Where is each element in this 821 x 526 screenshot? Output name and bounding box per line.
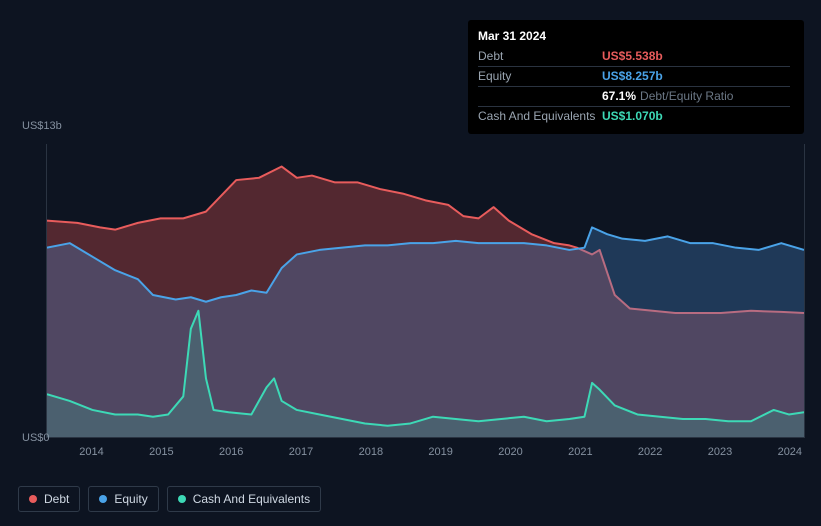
x-tick: 2018 <box>359 446 383 458</box>
y-tick-top: US$13b <box>22 120 62 132</box>
chart-plot[interactable] <box>46 144 805 438</box>
tooltip-row: DebtUS$5.538b <box>478 47 790 67</box>
legend-item[interactable]: Equity <box>88 486 158 512</box>
legend-dot-icon <box>29 495 37 503</box>
tooltip-row-label: Equity <box>478 68 602 85</box>
x-tick: 2016 <box>219 446 243 458</box>
tooltip-row-label <box>478 88 602 105</box>
x-tick: 2017 <box>289 446 313 458</box>
tooltip-date: Mar 31 2024 <box>478 28 790 45</box>
legend-label: Debt <box>44 492 69 506</box>
tooltip-row-value: US$8.257b <box>602 68 663 85</box>
x-tick: 2022 <box>638 446 662 458</box>
chart-tooltip: Mar 31 2024 DebtUS$5.538bEquityUS$8.257b… <box>468 20 804 134</box>
x-tick: 2024 <box>778 446 802 458</box>
x-tick: 2021 <box>568 446 592 458</box>
x-ticks: 2014 2015 2016 2017 2018 2019 2020 2021 2022 2023… <box>46 446 805 460</box>
x-tick: 2015 <box>149 446 173 458</box>
tooltip-row-sub: Debt/Equity Ratio <box>640 89 733 103</box>
x-tick: 2014 <box>79 446 103 458</box>
x-tick: 2020 <box>498 446 522 458</box>
legend-label: Cash And Equivalents <box>193 492 310 506</box>
tooltip-row-label: Debt <box>478 48 602 65</box>
tooltip-row: EquityUS$8.257b <box>478 67 790 87</box>
tooltip-row-value: 67.1%Debt/Equity Ratio <box>602 88 733 105</box>
x-tick: 2019 <box>428 446 452 458</box>
legend-label: Equity <box>114 492 147 506</box>
chart-legend: Debt Equity Cash And Equivalents <box>18 486 321 512</box>
legend-dot-icon <box>99 495 107 503</box>
legend-dot-icon <box>178 495 186 503</box>
tooltip-rows: DebtUS$5.538bEquityUS$8.257b67.1%Debt/Eq… <box>478 47 790 126</box>
chart-svg <box>47 144 804 437</box>
legend-item[interactable]: Cash And Equivalents <box>167 486 321 512</box>
x-tick: 2023 <box>708 446 732 458</box>
legend-item[interactable]: Debt <box>18 486 80 512</box>
tooltip-row: 67.1%Debt/Equity Ratio <box>478 87 790 107</box>
tooltip-row-value: US$5.538b <box>602 48 663 65</box>
y-tick-bottom: US$0 <box>22 432 50 444</box>
chart-area: US$13b US$0 2014 2015 2016 2017 2018 2019 2020… <box>16 120 805 468</box>
